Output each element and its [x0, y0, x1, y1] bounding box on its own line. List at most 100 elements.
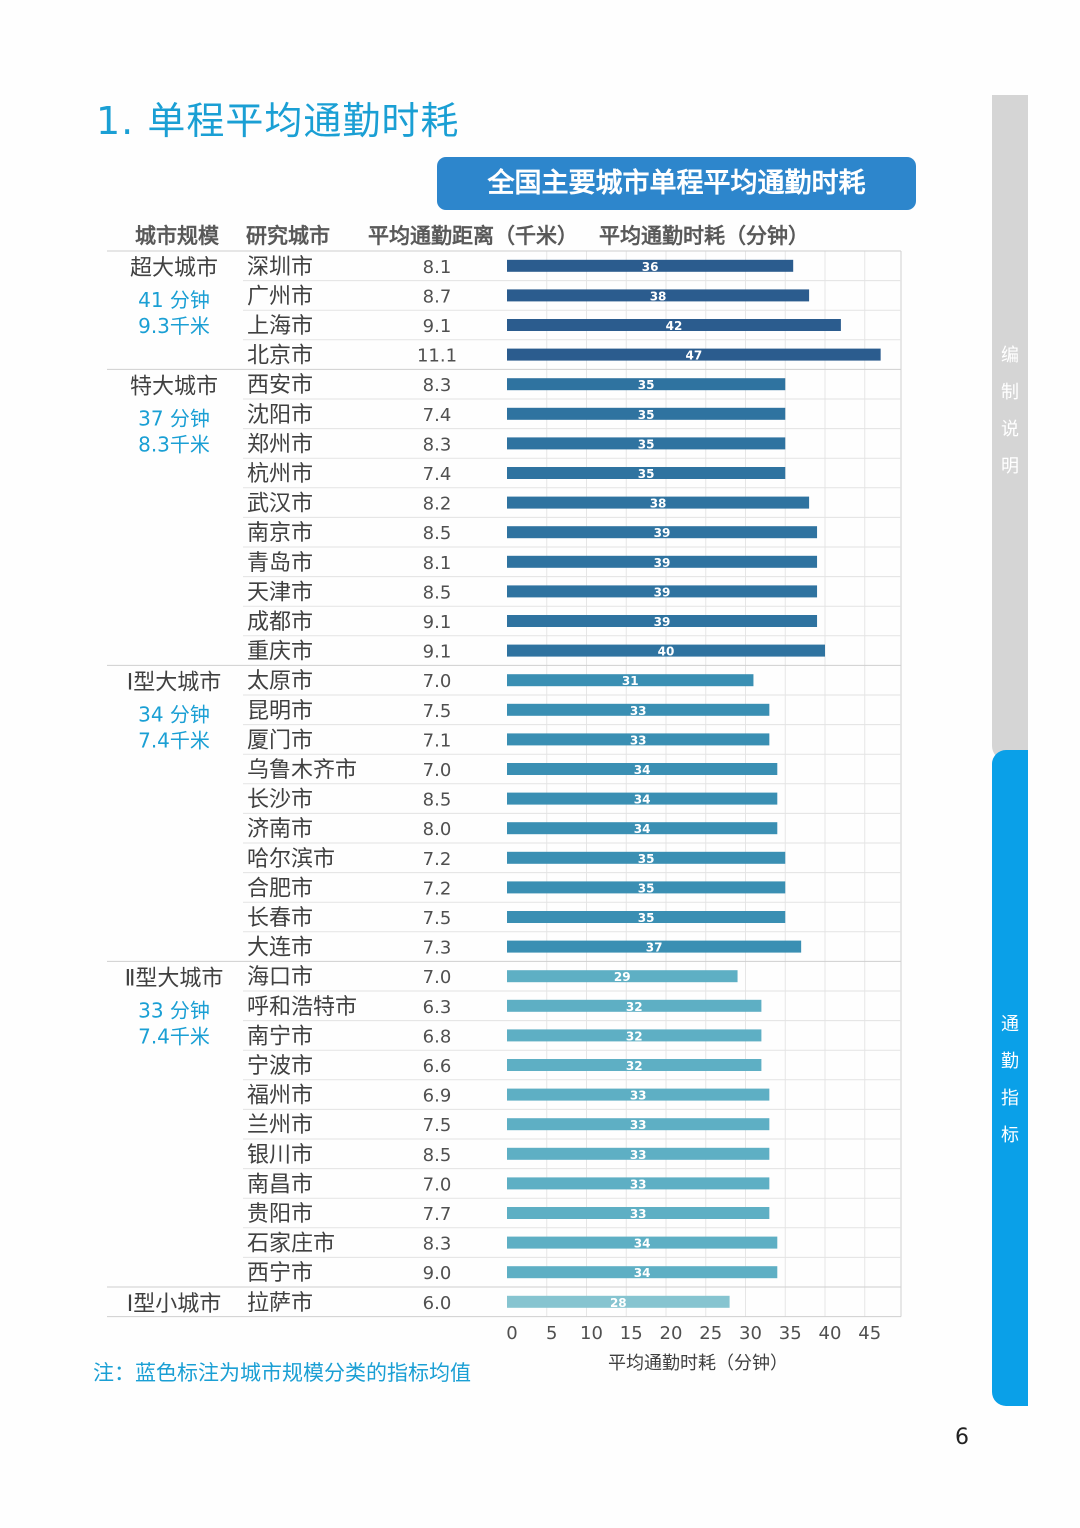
bar	[507, 1295, 730, 1308]
bar-label: 39	[654, 585, 671, 599]
city-name: 南昌市	[247, 1172, 313, 1197]
bar-label: 34	[634, 763, 651, 777]
bar-label: 29	[614, 970, 631, 984]
bar-label: 34	[634, 822, 651, 836]
city-name: 昆明市	[247, 699, 313, 724]
group-avg-time: 37 分钟	[138, 406, 210, 430]
city-name: 大连市	[247, 936, 313, 961]
distance-value: 8.2	[423, 494, 452, 515]
group-avg-time: 41 分钟	[138, 288, 210, 312]
bar-label: 40	[658, 645, 675, 659]
bar	[507, 644, 825, 657]
city-name: 南京市	[247, 521, 313, 546]
bar-label: 32	[626, 1000, 643, 1014]
x-tick-label: 40	[819, 1323, 842, 1344]
bar	[507, 348, 881, 361]
bar	[507, 407, 786, 420]
city-name: 贵阳市	[247, 1202, 313, 1227]
header-city: 研究城市	[246, 224, 330, 248]
bar-label: 33	[630, 1207, 647, 1221]
bar-label: 35	[638, 881, 655, 895]
group-name: 特大城市	[130, 374, 218, 399]
x-tick-label: 10	[580, 1323, 603, 1344]
x-tick-label: 15	[620, 1323, 643, 1344]
bar	[507, 467, 786, 479]
distance-value: 6.9	[423, 1086, 452, 1107]
x-tick-label: 0	[506, 1323, 517, 1344]
bar	[507, 378, 786, 391]
group-avg-time: 34 分钟	[138, 702, 210, 726]
distance-value: 8.1	[423, 257, 452, 278]
bar	[507, 1207, 770, 1219]
distance-value: 7.4	[423, 405, 452, 426]
distance-value: 6.8	[423, 1026, 452, 1047]
distance-value: 7.0	[423, 1174, 452, 1195]
distance-value: 7.2	[423, 849, 452, 870]
side-tab-char: 制	[1001, 382, 1019, 403]
bar	[507, 289, 810, 302]
x-tick-label: 5	[546, 1323, 557, 1344]
bar	[507, 970, 738, 983]
side-tab-char: 勤	[1001, 1051, 1019, 1072]
city-name: 重庆市	[247, 640, 313, 665]
bar	[507, 851, 786, 864]
distance-value: 6.6	[423, 1056, 452, 1077]
city-name: 银川市	[247, 1143, 313, 1168]
city-name: 兰州市	[247, 1113, 313, 1138]
distance-value: 9.1	[423, 316, 452, 337]
group-name: Ⅱ型大城市	[125, 966, 224, 991]
page-number: 6	[955, 1425, 969, 1450]
x-axis-label: 平均通勤时耗（分钟）	[608, 1353, 788, 1374]
bar	[507, 1266, 778, 1279]
bar-label: 32	[626, 1029, 643, 1043]
bar	[507, 674, 754, 687]
bar	[507, 881, 786, 894]
bar	[507, 585, 818, 598]
city-name: 武汉市	[247, 492, 313, 517]
group-avg-distance: 7.4千米	[138, 728, 210, 752]
header-city-scale: 城市规模	[135, 224, 219, 248]
distance-value: 8.5	[423, 582, 452, 603]
bar-label: 33	[630, 1089, 647, 1103]
bar	[507, 792, 778, 805]
city-name: 郑州市	[247, 432, 313, 457]
distance-value: 7.5	[423, 908, 452, 929]
header-distance: 平均通勤距离（千米）	[368, 224, 578, 248]
city-name: 西宁市	[247, 1261, 313, 1286]
distance-value: 7.0	[423, 760, 452, 781]
bar	[507, 319, 841, 331]
bar-label: 38	[650, 497, 667, 511]
chart-title-banner: 全国主要城市单程平均通勤时耗	[437, 157, 916, 210]
city-name: 石家庄市	[247, 1232, 335, 1257]
footnote: 注：蓝色标注为城市规模分类的指标均值	[93, 1361, 471, 1385]
distance-value: 8.5	[423, 523, 452, 544]
city-name: 杭州市	[247, 462, 313, 487]
bar	[507, 763, 778, 775]
city-name: 福州市	[247, 1084, 313, 1109]
bar-label: 42	[666, 319, 683, 333]
bar-label: 34	[634, 1266, 651, 1280]
city-name: 宁波市	[247, 1054, 313, 1079]
city-name: 深圳市	[247, 255, 313, 280]
bar-label: 33	[630, 733, 647, 747]
bar	[507, 999, 762, 1012]
bar-label: 35	[638, 911, 655, 925]
group-avg-time: 33 分钟	[138, 998, 210, 1022]
bar-label: 33	[630, 1177, 647, 1191]
x-tick-label: 35	[779, 1323, 802, 1344]
bar-label: 37	[646, 941, 663, 955]
bar	[507, 1177, 770, 1190]
bar-label: 35	[638, 852, 655, 866]
distance-value: 7.5	[423, 1115, 452, 1136]
city-name: 上海市	[247, 314, 313, 339]
page-title: 1. 单程平均通勤时耗	[96, 99, 460, 143]
side-tab-char: 明	[1001, 456, 1019, 477]
bar-label: 33	[630, 1118, 647, 1132]
x-tick-label: 45	[858, 1323, 881, 1344]
side-tab-commute-indicators[interactable]	[992, 750, 1028, 1406]
bar-label: 39	[654, 556, 671, 570]
bar	[507, 496, 810, 509]
bar-label: 35	[638, 467, 655, 481]
distance-value: 9.1	[423, 612, 452, 633]
side-tab-compilation[interactable]	[992, 95, 1028, 760]
